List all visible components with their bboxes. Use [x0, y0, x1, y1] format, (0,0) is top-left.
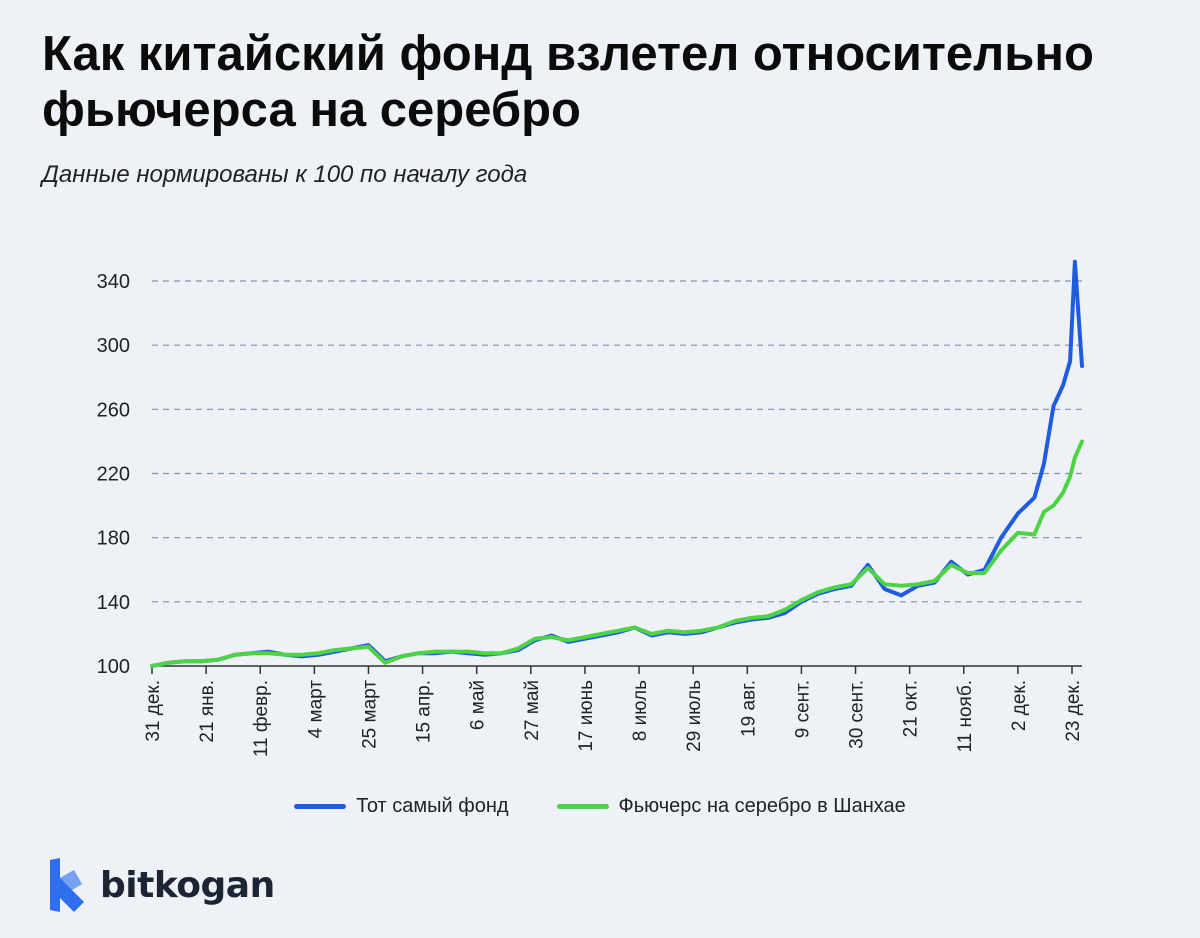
y-tick-label: 220 — [97, 464, 130, 486]
x-tick-label: 11 февр. — [251, 680, 272, 757]
x-tick-label: 9 сент. — [792, 680, 813, 738]
chart-subtitle: Данные нормированы к 100 по началу года — [42, 161, 528, 188]
x-tick-label: 11 нояб. — [955, 680, 976, 753]
y-tick-label: 260 — [97, 399, 130, 421]
legend-label-silver: Фьючерс на серебро в Шанхае — [618, 795, 906, 817]
x-axis: 31 дек. 21 янв. 11 февр. 4 март 25 март 15 ап… — [143, 665, 1084, 757]
x-tick-label: 29 июль — [684, 680, 705, 752]
brand-logo: bitkogan — [44, 858, 275, 912]
series-line-silver — [150, 439, 1084, 668]
x-tick-label: 27 май — [522, 680, 543, 741]
x-tick-label: 21 окт. — [901, 680, 922, 737]
bitkogan-logo-icon — [50, 858, 84, 912]
x-tick-label: 8 июль — [630, 680, 651, 741]
x-tick-label: 31 дек. — [143, 680, 164, 742]
y-tick-label: 340 — [97, 271, 130, 293]
y-tick-label: 100 — [97, 656, 130, 678]
legend-swatch-silver — [556, 804, 609, 809]
grid-lines — [152, 280, 1082, 603]
legend: Тот самый фонд Фьючерс на серебро в Шанх… — [0, 795, 1200, 818]
brand-name: bitkogan — [100, 864, 275, 906]
x-tick-label: 6 май — [468, 680, 489, 730]
x-tick-label: 23 дек. — [1063, 680, 1084, 742]
y-axis: 100 140 180 220 260 300 340 — [97, 271, 130, 678]
x-tick-label: 21 янв. — [197, 680, 218, 743]
x-tick-label: 2 дек. — [1009, 680, 1030, 731]
y-tick-label: 140 — [97, 592, 130, 614]
x-tick-label: 17 июнь — [576, 680, 597, 752]
y-tick-label: 180 — [97, 528, 130, 550]
chart-title: Как китайский фонд взлетел относительно … — [42, 27, 1094, 137]
x-tick-label: 30 сент. — [847, 680, 868, 749]
x-tick-label: 4 март — [305, 680, 326, 739]
series-line-fund — [150, 259, 1084, 668]
legend-label-fund: Тот самый фонд — [356, 795, 509, 817]
x-tick-label: 15 апр. — [414, 680, 435, 743]
legend-swatch-fund — [294, 804, 347, 809]
legend-item-silver: Фьючерс на серебро в Шанхае — [556, 795, 906, 818]
x-tick-label: 25 март — [359, 680, 380, 749]
x-tick-label: 19 авг. — [738, 680, 759, 737]
series-lines — [150, 259, 1084, 668]
y-tick-label: 300 — [97, 335, 130, 357]
legend-item-fund: Тот самый фонд — [294, 795, 509, 818]
